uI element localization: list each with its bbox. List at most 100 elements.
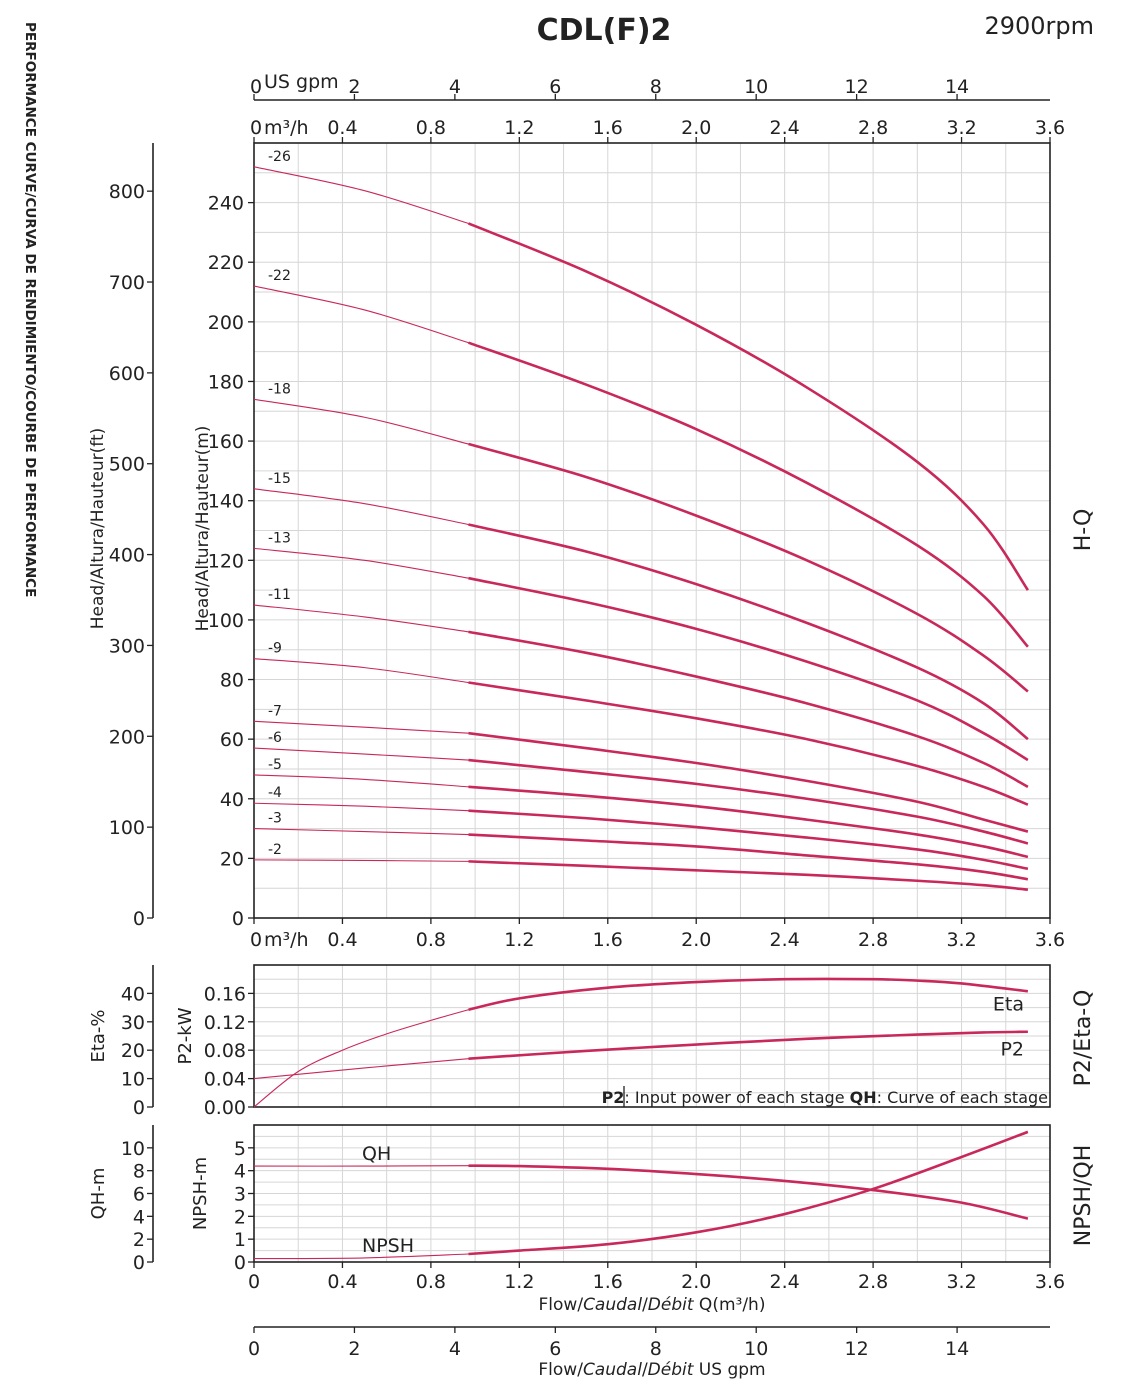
hq-curve-thick [468, 833, 1029, 881]
p2-eta-tick-label: 0 [133, 1097, 145, 1119]
hq-gpm-tick-label: 6 [549, 76, 561, 98]
np-xtick-label: 0 [248, 1271, 260, 1293]
hq-curve-thick [468, 809, 1029, 871]
gpm-tick-label: 12 [845, 1338, 869, 1360]
np-curve-label-npsh: NPSH [362, 1235, 414, 1257]
hq-ytick-ft-label: 200 [109, 726, 145, 748]
hq-ytick-m-label: 0 [232, 908, 244, 930]
p2-ylabel-eta: Eta-% [88, 1009, 109, 1062]
hq-gpm-tick-label: 14 [945, 76, 969, 98]
hq-curve-label: -9 [268, 641, 282, 657]
p2-ylabel-kw: P2-kW [175, 1007, 196, 1064]
np-curve-label-qh: QH [362, 1143, 391, 1165]
hq-ytick-ft-label: 300 [109, 635, 145, 657]
np-xlabel: Flow/Caudal/Débit Q(m³/h) [539, 1295, 766, 1315]
p2-eta-tick-label: 30 [121, 1012, 145, 1034]
hq-gpm-zero: 0 [250, 76, 262, 98]
gpm-tick-label: 8 [650, 1338, 662, 1360]
hq-curve-thin [253, 488, 469, 526]
hq-xtick-bottom-label: 0.8 [416, 929, 446, 951]
np-xlabel-part: Q(m³/h) [694, 1295, 766, 1315]
hq-curve-thick [468, 785, 1029, 859]
np-ylabel-qh: QH-m [88, 1168, 109, 1220]
hq-curve-thin [253, 859, 469, 862]
np-qh-tick-label: 8 [133, 1161, 145, 1183]
hq-xtick-bottom-label: 3.6 [1035, 929, 1065, 951]
hq-xtick-bottom-zero: 0 [250, 929, 262, 951]
hq-gpm-tick-label: 12 [845, 76, 869, 98]
speed-label: 2900rpm [984, 12, 1094, 40]
gpm-tick-label: 6 [549, 1338, 561, 1360]
p2-note-text: : Input power of each stage [624, 1088, 849, 1107]
side-title: PERFORMANCE CURVE/CURVA DE RENDIMIENTO/C… [22, 22, 38, 597]
np-ytick-label: 5 [234, 1138, 246, 1160]
np-xtick-label: 2.0 [681, 1271, 711, 1293]
hq-ytick-m-label: 100 [208, 610, 244, 632]
np-xlabel-part: Débit [648, 1295, 695, 1315]
hq-curve-label: -15 [268, 471, 291, 487]
hq-xtick-bottom-label: 1.6 [593, 929, 623, 951]
hq-ytick-ft-label: 400 [109, 545, 145, 567]
np-curve-thick [468, 1164, 1029, 1220]
p2-ytick-label: 0.12 [204, 1012, 246, 1034]
hq-curve-thick [468, 523, 1029, 741]
p2-curve-label: Eta [993, 993, 1024, 1015]
hq-xtick-bottom-label: 1.2 [504, 929, 534, 951]
np-ytick-label: 0 [234, 1252, 246, 1274]
p2-note-text: : Curve of each stage [877, 1088, 1048, 1107]
np-curve-thin [253, 1253, 469, 1260]
hq-ytick-m-label: 20 [220, 848, 244, 870]
hq-curve-label: -6 [268, 730, 282, 746]
p2-eta-tick-label: 10 [121, 1069, 145, 1091]
p2-ytick-label: 0.08 [204, 1040, 246, 1062]
hq-curve-thin [253, 398, 469, 445]
hq-xtick-bottom-label: 2.8 [858, 929, 888, 951]
hq-ylabel-ft: Head/Altura/Hauteur(ft) [88, 428, 108, 630]
hq-curve-label: -18 [268, 381, 291, 397]
hq-curve-thin [253, 774, 469, 788]
hq-ytick-ft-label: 800 [109, 181, 145, 203]
hq-xtick-top-label: 1.2 [504, 117, 534, 139]
hq-curve-thick [468, 341, 1029, 648]
hq-curve-label: -11 [268, 587, 291, 603]
hq-ylabel-m: Head/Altura/Hauteur(m) [193, 426, 213, 632]
p2-side-title: P2/Eta-Q [1071, 990, 1096, 1087]
hq-curve-label: -22 [268, 268, 291, 284]
hq-curve-thin [253, 802, 469, 812]
hq-xtick-top-label: 2.8 [858, 117, 888, 139]
hq-curve-thick [468, 630, 1029, 788]
hq-xtick-bottom-label: 0.4 [327, 929, 357, 951]
hq-curve-thick [468, 758, 1029, 845]
hq-gpm-tick-label: 10 [744, 76, 768, 98]
np-qh-tick-label: 6 [133, 1184, 145, 1206]
hq-ytick-ft-label: 700 [109, 272, 145, 294]
np-xlabel-part: / [642, 1295, 648, 1315]
np-xtick-label: 0.8 [416, 1271, 446, 1293]
p2-eta-tick-label: 40 [121, 983, 145, 1005]
hq-ytick-ft-label: 600 [109, 363, 145, 385]
hq-xtick-top-label: 0.8 [416, 117, 446, 139]
np-xlabel-part: Flow/ [539, 1295, 584, 1315]
np-qh-tick-label: 4 [133, 1206, 145, 1228]
gpm-tick-label: 4 [449, 1338, 461, 1360]
hq-curve-thin [253, 828, 469, 836]
hq-xtick-top-zero: 0 [250, 117, 262, 139]
hq-curve-thin [253, 720, 469, 734]
hq-ytick-m-label: 60 [220, 729, 244, 751]
hq-xtick-top-label: 0.4 [327, 117, 357, 139]
hq-curve-label: -7 [268, 703, 282, 719]
p2-curve-thin [253, 1058, 469, 1080]
hq-curve-label: -26 [268, 149, 291, 165]
chart-title: CDL(F)2 [537, 13, 672, 48]
gpm-tick-label: 2 [348, 1338, 360, 1360]
p2-eta-chart: 0.00 0.04 0.08 0.12 0.16 0 10 20 30 40 P2-kW Eta-% E… [88, 964, 1096, 1119]
p2-note-key: P2 [602, 1088, 625, 1107]
p2-curve-thick [468, 1030, 1028, 1061]
hq-ytick-m-label: 40 [220, 789, 244, 811]
hq-curve-thick [467, 222, 1029, 591]
hq-frame [253, 142, 1051, 919]
hq-curve-thick [468, 576, 1029, 762]
hq-xtick-bottom-label: 3.2 [946, 929, 976, 951]
hq-gpm-tick-label: 2 [348, 76, 360, 98]
hq-xtick-top-label: 2.0 [681, 117, 711, 139]
